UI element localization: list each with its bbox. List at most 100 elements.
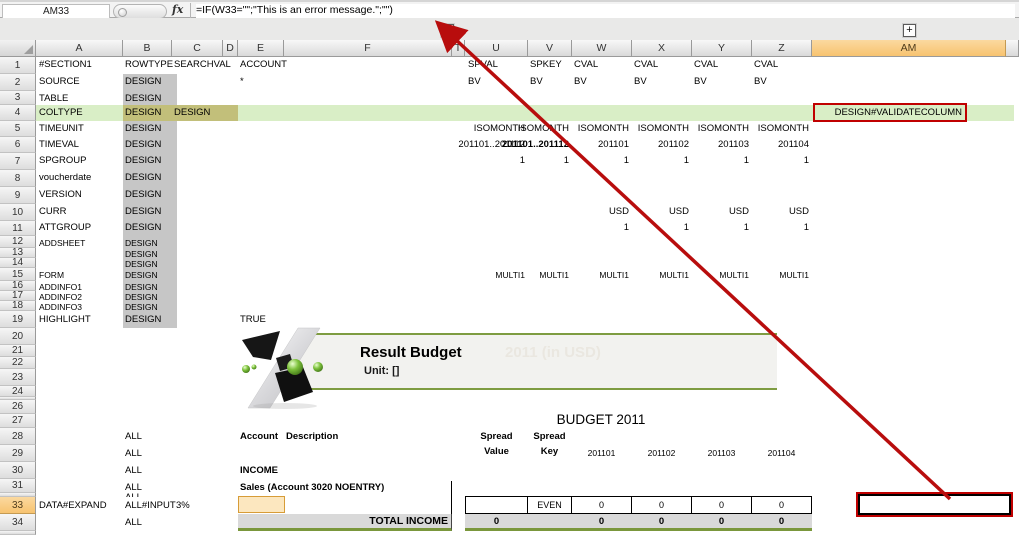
col-header-D[interactable]: D [223, 40, 238, 57]
col-label-period-4[interactable]: 201104 [767, 448, 796, 458]
cell-B9[interactable]: DESIGN [125, 189, 162, 200]
col-header-B[interactable]: B [123, 40, 172, 57]
cell-X15[interactable]: MULTI1 [659, 270, 689, 280]
row-header-22[interactable]: 22 [0, 357, 36, 369]
col-header-A[interactable]: A [36, 40, 123, 57]
selected-cell-AM33[interactable] [856, 492, 1013, 517]
cell-B12[interactable]: DESIGN [125, 238, 158, 248]
cell-U7[interactable]: 1 [519, 155, 525, 166]
cell-U15[interactable]: MULTI1 [495, 270, 525, 280]
cell-Y11[interactable]: 1 [743, 222, 749, 233]
cell-V2[interactable]: BV [530, 76, 543, 87]
cell-B11[interactable]: DESIGN [125, 222, 162, 233]
cell-Z10[interactable]: USD [788, 206, 809, 217]
row-header-23[interactable]: 23 [0, 369, 36, 386]
cell-A15[interactable]: FORM [39, 270, 65, 280]
cell-Y6[interactable]: 201103 [718, 139, 749, 150]
col-header-Z[interactable]: Z [752, 40, 812, 57]
row-header-30[interactable]: 30 [0, 462, 36, 479]
cell-B31[interactable]: ALL [125, 482, 142, 493]
row-header-14[interactable]: 14 [0, 258, 36, 268]
cell-W6[interactable]: 201101 [598, 139, 629, 150]
cell-W15[interactable]: MULTI1 [599, 270, 629, 280]
entry-cell-Y33[interactable]: 0 [691, 496, 752, 514]
row-header-19[interactable]: 19 [0, 311, 36, 328]
cell-B4[interactable]: DESIGN [125, 107, 162, 118]
col-header-C[interactable]: C [172, 40, 223, 57]
cell-Z1[interactable]: CVAL [754, 59, 779, 70]
row-header-28[interactable]: 28 [0, 428, 36, 445]
row-header-8[interactable]: 8 [0, 170, 36, 187]
cell-B7[interactable]: DESIGN [125, 155, 162, 166]
cell-B30[interactable]: ALL [125, 465, 142, 476]
entry-cell-Z33[interactable]: 0 [751, 496, 812, 514]
entry-cell-U33[interactable] [465, 496, 528, 514]
cell-A19[interactable]: HIGHLIGHT [39, 314, 91, 325]
cell-B32[interactable]: ALL [125, 493, 142, 497]
row-header-11[interactable]: 11 [0, 221, 36, 236]
col-header-U[interactable]: U [465, 40, 528, 57]
row-header-10[interactable]: 10 [0, 204, 36, 221]
row-header-24[interactable]: 24 [0, 386, 36, 397]
cell-E2[interactable]: * [240, 76, 244, 87]
cell-Z5[interactable]: ISOMONTH [757, 123, 809, 134]
cell-A17[interactable]: ADDINFO2 [39, 292, 82, 302]
cell-B34[interactable]: ALL [125, 517, 142, 528]
cell-A4[interactable]: COLTYPE [39, 107, 83, 118]
row-header-13[interactable]: 13 [0, 248, 36, 258]
row-header-26[interactable]: 26 [0, 400, 36, 414]
cell-U2[interactable]: BV [468, 76, 481, 87]
cell-B17[interactable]: DESIGN [125, 292, 158, 302]
select-all-corner[interactable] [0, 40, 36, 57]
col-label-period-1[interactable]: 201101 [587, 448, 616, 458]
row-header-5[interactable]: 5 [0, 121, 36, 137]
cell-A1[interactable]: #SECTION1 [39, 59, 92, 70]
cell-A5[interactable]: TIMEUNIT [39, 123, 84, 134]
cell-X2[interactable]: BV [634, 76, 647, 87]
formula-input[interactable]: =IF(W33="";"This is an error message.";"… [196, 4, 1015, 18]
cell-B8[interactable]: DESIGN [125, 172, 162, 183]
entry-cell-V33[interactable]: EVEN [527, 496, 572, 514]
cell-W2[interactable]: BV [574, 76, 587, 87]
cell-Y2[interactable]: BV [694, 76, 707, 87]
col-header-V[interactable]: V [528, 40, 572, 57]
row-header-9[interactable]: 9 [0, 187, 36, 204]
cell-B15[interactable]: DESIGN [125, 270, 158, 280]
col-label-spread-value-2[interactable]: Value [484, 446, 509, 457]
row-header-31[interactable]: 31 [0, 479, 36, 493]
cell-B5[interactable]: DESIGN [125, 123, 162, 134]
cell-B18[interactable]: DESIGN [125, 302, 158, 312]
cell-W5[interactable]: ISOMONTH [577, 123, 629, 134]
cell-Y15[interactable]: MULTI1 [719, 270, 749, 280]
cell-A3[interactable]: TABLE [39, 93, 69, 104]
income-heading[interactable]: INCOME [240, 465, 278, 476]
cell-U1[interactable]: SPVAL [468, 59, 498, 70]
cell-B19[interactable]: DESIGN [125, 314, 162, 325]
cell-A8[interactable]: voucherdate [39, 172, 92, 183]
col-label-spread-key-2[interactable]: Key [540, 446, 559, 457]
col-header-W[interactable]: W [572, 40, 632, 57]
cell-A33[interactable]: DATA#EXPAND [39, 500, 107, 511]
cell-B6[interactable]: DESIGN [125, 139, 162, 150]
cell-B28[interactable]: ALL [125, 431, 142, 442]
cell-A18[interactable]: ADDINFO3 [39, 302, 82, 312]
cell-W11[interactable]: 1 [623, 222, 629, 233]
row-header-33[interactable]: 33 [0, 497, 36, 514]
cell-Z11[interactable]: 1 [803, 222, 809, 233]
col-label-period-3[interactable]: 201103 [707, 448, 736, 458]
col-header-F[interactable]: F [284, 40, 452, 57]
row-header-18[interactable]: 18 [0, 301, 36, 311]
cell-Y1[interactable]: CVAL [694, 59, 719, 70]
cell-Z2[interactable]: BV [754, 76, 767, 87]
cell-E1[interactable]: ACCOUNT [240, 59, 287, 70]
cell-A7[interactable]: SPGROUP [39, 155, 87, 166]
cell-A11[interactable]: ATTGROUP [39, 222, 92, 233]
cell-C33[interactable]: 3% [176, 500, 190, 511]
outline-expand-button-2[interactable]: + [903, 24, 916, 37]
row-header-15[interactable]: 15 [0, 268, 36, 281]
cell-X11[interactable]: 1 [683, 222, 689, 233]
row-header-3[interactable]: 3 [0, 91, 36, 105]
row-header-32[interactable] [0, 493, 36, 497]
row-header-17[interactable]: 17 [0, 291, 36, 301]
cell-Z6[interactable]: 201104 [778, 139, 809, 150]
